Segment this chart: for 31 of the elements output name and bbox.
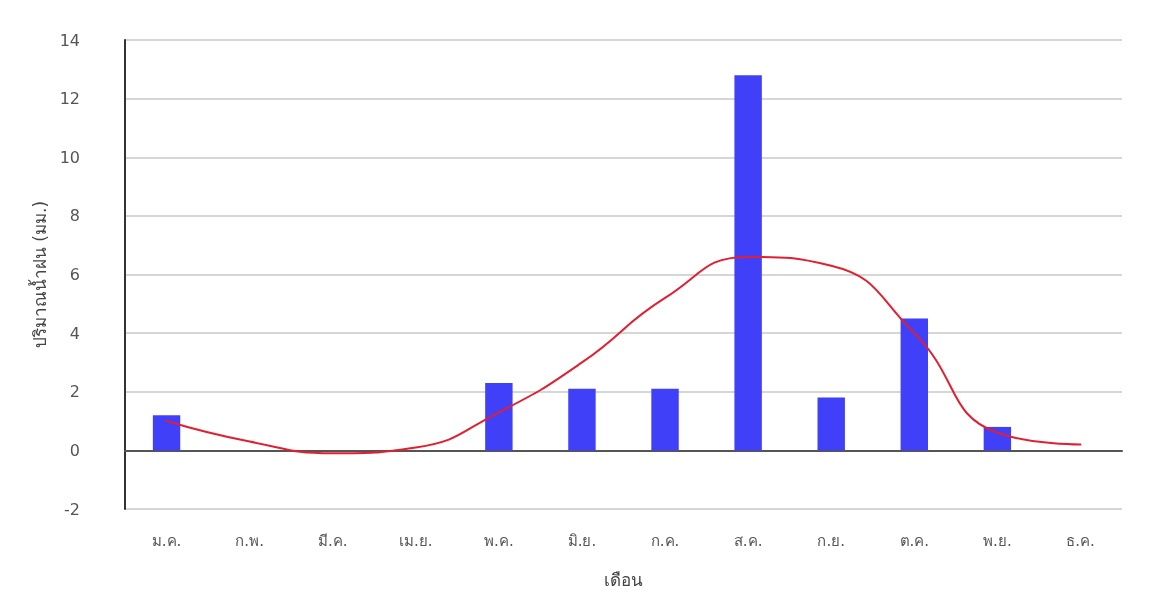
bar [152,415,181,451]
x-tick-label: ก.พ. [235,531,264,550]
y-tick-label: 2 [69,382,80,402]
x-tick-label: ก.ค. [650,531,680,550]
y-tick-label: 8 [69,206,80,226]
x-tick-label: ม.ค. [151,531,182,550]
bar [900,318,928,451]
y-tick-label: -2 [64,499,80,519]
bar [651,388,679,451]
y-tick-label: 4 [69,323,80,343]
line-series [165,255,1082,455]
y-tick-label: 0 [69,440,80,460]
y-tick-label: 10 [59,147,80,167]
bar [817,397,845,451]
x-tick-label: ธ.ค. [1066,531,1095,550]
x-tick-label: พ.ย. [983,531,1012,550]
x-tick-label: ส.ค. [733,531,763,550]
x-tick-label: ต.ค. [899,531,930,550]
x-tick-label: มี.ค. [317,531,348,550]
x-tick-label: ก.ย. [817,531,845,550]
y-tick-label: 14 [59,30,80,50]
x-tick-label: มิ.ย. [567,531,597,550]
x-axis-title: เดือน [604,569,643,590]
bar [734,75,762,451]
y-axis-title: ปริมาณน้ำฝน (มม.) [28,200,51,349]
x-tick-label: พ.ค. [484,531,514,550]
y-tick-label: 12 [59,89,80,109]
bar [568,388,596,451]
bar [485,382,513,451]
x-tick-label: เม.ย. [399,531,433,550]
y-tick-label: 6 [69,265,80,284]
